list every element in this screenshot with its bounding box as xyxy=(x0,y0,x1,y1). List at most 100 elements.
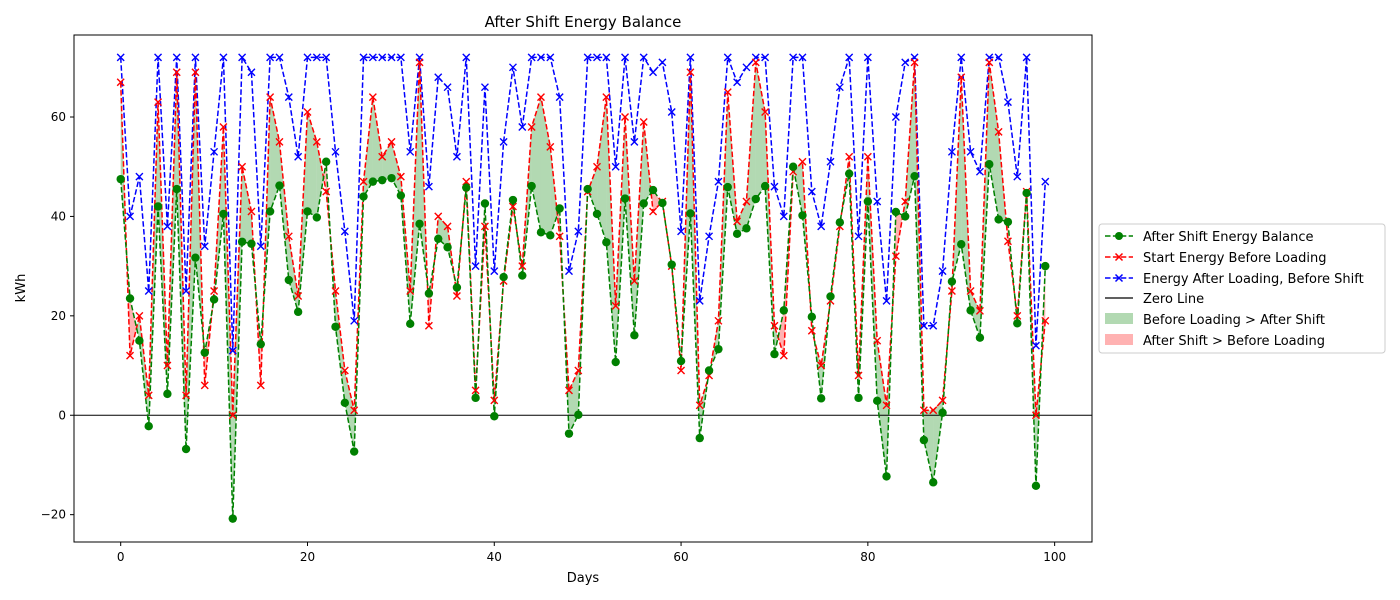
after-shift-point xyxy=(191,253,199,261)
after-shift-point xyxy=(266,207,274,215)
after-shift-point xyxy=(658,199,666,207)
after-shift-point xyxy=(677,357,685,365)
after-shift-point xyxy=(247,240,255,248)
after-shift-point xyxy=(415,220,423,228)
after-shift-point xyxy=(910,172,918,180)
after-shift-point xyxy=(611,358,619,366)
after-shift-point xyxy=(145,422,153,430)
after-shift-point xyxy=(845,169,853,177)
y-tick-label: 0 xyxy=(58,408,66,422)
after-shift-point xyxy=(864,197,872,205)
after-shift-point xyxy=(443,243,451,251)
after-shift-point xyxy=(210,295,218,303)
after-shift-point xyxy=(742,224,750,232)
after-shift-point xyxy=(154,202,162,210)
after-shift-point xyxy=(135,336,143,344)
x-tick-label: 0 xyxy=(117,550,125,564)
after-shift-point xyxy=(817,394,825,402)
after-shift-point xyxy=(509,196,517,204)
after-shift-point xyxy=(724,183,732,191)
after-shift-point xyxy=(359,192,367,200)
after-shift-point xyxy=(948,277,956,285)
after-shift-point xyxy=(630,331,638,339)
after-shift-point xyxy=(313,213,321,221)
after-shift-point xyxy=(798,211,806,219)
after-shift-point xyxy=(985,160,993,168)
after-shift-point xyxy=(163,390,171,398)
legend-label-energy-after-loading: Energy After Loading, Before Shift xyxy=(1143,272,1364,287)
legend-label-start-energy: Start Energy Before Loading xyxy=(1143,251,1326,266)
after-shift-point xyxy=(780,306,788,314)
y-tick-label: −20 xyxy=(41,508,66,522)
after-shift-point xyxy=(761,182,769,190)
after-shift-point xyxy=(331,323,339,331)
after-shift-point xyxy=(593,210,601,218)
x-tick-label: 80 xyxy=(860,550,875,564)
after-shift-point xyxy=(602,238,610,246)
after-shift-point xyxy=(294,308,302,316)
after-shift-point xyxy=(126,294,134,302)
after-shift-point xyxy=(770,350,778,358)
x-tick-label: 60 xyxy=(673,550,688,564)
legend: After Shift Energy Balance Start Energy … xyxy=(1099,224,1385,353)
after-shift-point xyxy=(285,276,293,284)
legend-label-red-fill: After Shift > Before Loading xyxy=(1143,334,1325,349)
after-shift-point xyxy=(527,182,535,190)
after-shift-point xyxy=(257,340,265,348)
after-shift-point xyxy=(854,394,862,402)
after-shift-point xyxy=(555,204,563,212)
after-shift-point xyxy=(471,394,479,402)
y-tick-label: 20 xyxy=(51,309,66,323)
after-shift-point xyxy=(686,209,694,217)
after-shift-point xyxy=(1032,482,1040,490)
after-shift-point xyxy=(994,215,1002,223)
after-shift-point xyxy=(714,345,722,353)
after-shift-point xyxy=(574,411,582,419)
x-tick-label: 40 xyxy=(487,550,502,564)
after-shift-point xyxy=(836,218,844,226)
after-shift-point xyxy=(789,163,797,171)
after-shift-point xyxy=(499,273,507,281)
after-shift-point xyxy=(238,238,246,246)
after-shift-point xyxy=(705,366,713,374)
after-shift-point xyxy=(826,292,834,300)
x-tick-label: 20 xyxy=(300,550,315,564)
after-shift-point xyxy=(518,271,526,279)
after-shift-point xyxy=(537,228,545,236)
after-shift-point xyxy=(219,210,227,218)
after-shift-point xyxy=(668,260,676,268)
legend-label-zero-line: Zero Line xyxy=(1143,292,1204,307)
after-shift-point xyxy=(873,397,881,405)
after-shift-point xyxy=(565,429,573,437)
legend-entry-energy-after-loading: Energy After Loading, Before Shift xyxy=(1105,272,1364,287)
after-shift-point xyxy=(929,478,937,486)
after-shift-point xyxy=(546,231,554,239)
after-shift-point xyxy=(350,447,358,455)
after-shift-point xyxy=(808,313,816,321)
after-shift-point xyxy=(341,399,349,407)
chart-title: After Shift Energy Balance xyxy=(485,13,682,31)
after-shift-point xyxy=(976,334,984,342)
after-shift-point xyxy=(920,436,928,444)
after-shift-point xyxy=(303,207,311,215)
legend-label-green-fill: Before Loading > After Shift xyxy=(1143,313,1325,328)
y-tick-label: 60 xyxy=(51,110,66,124)
after-shift-point xyxy=(201,348,209,356)
after-shift-point xyxy=(752,195,760,203)
after-shift-point xyxy=(583,185,591,193)
after-shift-point xyxy=(1004,218,1012,226)
after-shift-point xyxy=(117,175,125,183)
after-shift-point xyxy=(1041,262,1049,270)
after-shift-point xyxy=(275,181,283,189)
after-shift-point xyxy=(425,289,433,297)
after-shift-point xyxy=(434,235,442,243)
legend-marker-after-shift xyxy=(1115,232,1123,240)
after-shift-point xyxy=(892,208,900,216)
after-shift-point xyxy=(490,412,498,420)
after-shift-point xyxy=(957,240,965,248)
after-shift-point xyxy=(182,445,190,453)
after-shift-point xyxy=(649,186,657,194)
after-shift-point xyxy=(322,158,330,166)
after-shift-point xyxy=(882,472,890,480)
